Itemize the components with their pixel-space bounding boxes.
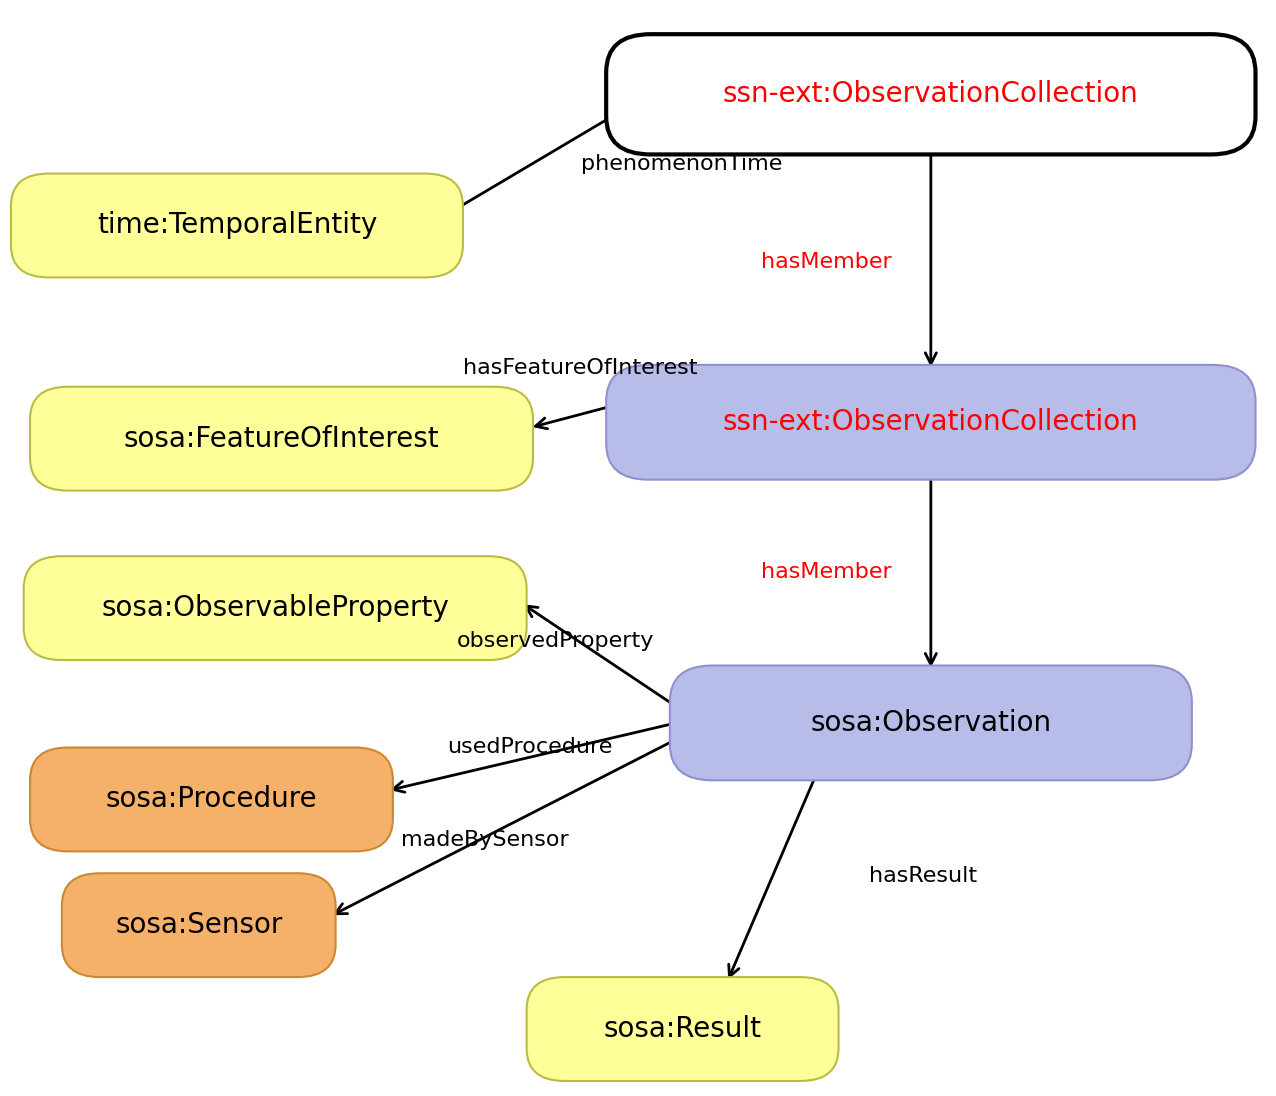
Text: sosa:Sensor: sosa:Sensor bbox=[115, 911, 282, 939]
Text: sosa:ObservableProperty: sosa:ObservableProperty bbox=[101, 594, 449, 623]
Text: madeBySensor: madeBySensor bbox=[402, 830, 569, 849]
Text: usedProcedure: usedProcedure bbox=[447, 737, 612, 757]
Text: sosa:Result: sosa:Result bbox=[604, 1015, 762, 1043]
FancyBboxPatch shape bbox=[24, 556, 527, 660]
FancyBboxPatch shape bbox=[527, 978, 838, 1081]
FancyBboxPatch shape bbox=[11, 173, 463, 277]
FancyBboxPatch shape bbox=[31, 747, 393, 852]
Text: phenomenonTime: phenomenonTime bbox=[581, 155, 782, 174]
FancyBboxPatch shape bbox=[670, 665, 1192, 780]
Text: hasMember: hasMember bbox=[760, 562, 892, 582]
Text: observedProperty: observedProperty bbox=[457, 631, 653, 651]
Text: ssn-ext:ObservationCollection: ssn-ext:ObservationCollection bbox=[723, 409, 1138, 436]
Text: sosa:Observation: sosa:Observation bbox=[810, 709, 1051, 737]
Text: time:TemporalEntity: time:TemporalEntity bbox=[97, 212, 378, 240]
FancyBboxPatch shape bbox=[606, 34, 1256, 155]
Text: sosa:Procedure: sosa:Procedure bbox=[106, 786, 318, 813]
FancyBboxPatch shape bbox=[31, 387, 533, 491]
FancyBboxPatch shape bbox=[606, 365, 1256, 480]
Text: hasMember: hasMember bbox=[760, 252, 892, 272]
Text: ssn-ext:ObservationCollection: ssn-ext:ObservationCollection bbox=[723, 80, 1138, 109]
Text: sosa:FeatureOfInterest: sosa:FeatureOfInterest bbox=[124, 424, 439, 453]
FancyBboxPatch shape bbox=[61, 874, 336, 978]
Text: hasFeatureOfInterest: hasFeatureOfInterest bbox=[463, 357, 698, 378]
Text: hasResult: hasResult bbox=[869, 866, 977, 886]
